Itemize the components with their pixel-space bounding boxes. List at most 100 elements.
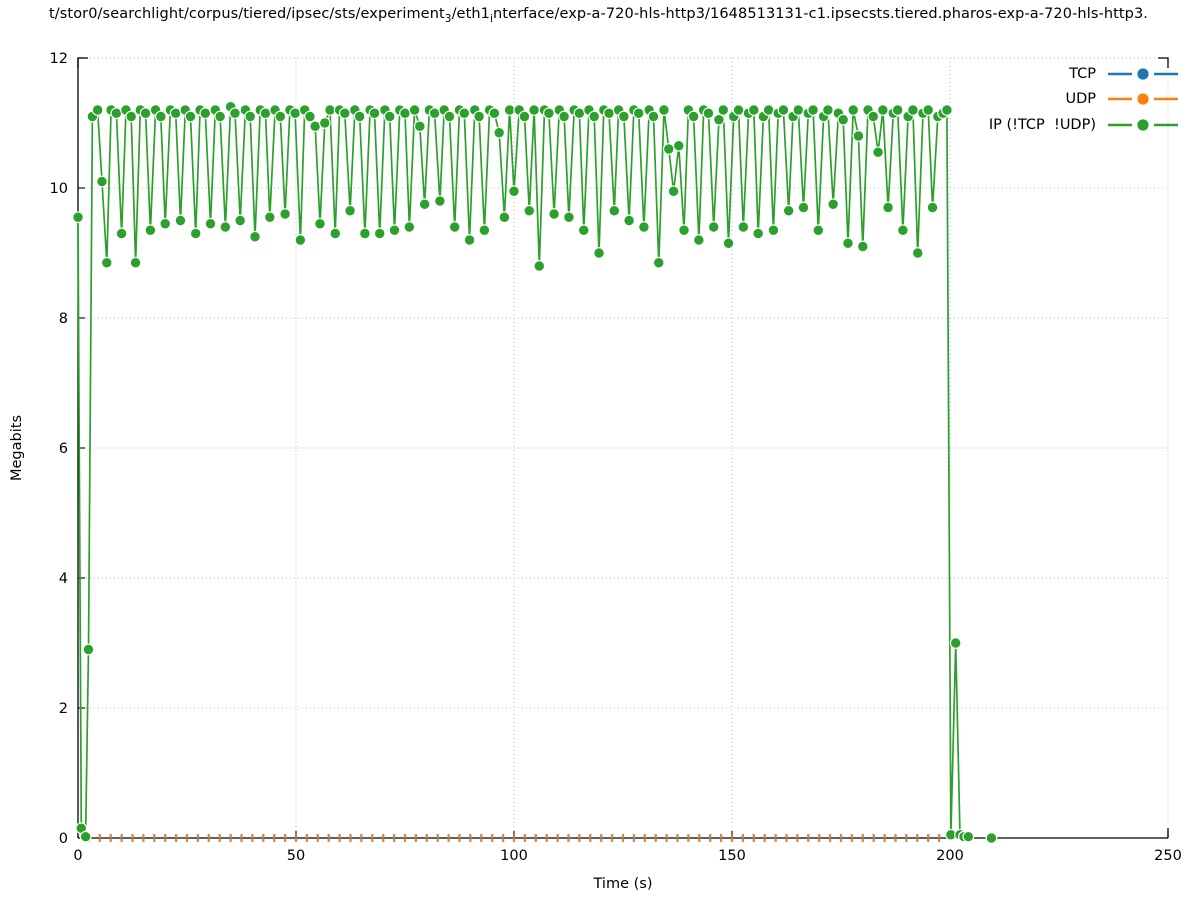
ip-data-point [548,208,561,220]
legend-item-tcp[interactable]: TCP [989,61,1178,87]
udp-point-marker [567,834,570,842]
ip-data-point [244,110,257,123]
ip-data-point [962,830,975,843]
x-tick-label: 150 [718,848,746,864]
ip-data-point [115,227,128,240]
ip-data-point [652,256,665,269]
ip-data-point [493,126,506,139]
udp-point-marker [523,834,526,842]
udp-point-marker [927,834,930,842]
udp-point-marker [578,834,581,842]
ip-data-point [603,107,615,120]
ip-data-point [856,240,869,253]
udp-point-marker [360,834,363,842]
udp-point-marker [654,834,657,842]
ip-data-point [219,221,232,233]
ip-data-point [458,107,471,120]
ip-data-point [263,211,276,224]
legend: TCP UDP IP (!TCP !UDP) [989,61,1178,138]
udp-point-marker [785,834,788,842]
udp-point-marker [447,834,450,842]
ip-data-point [523,204,536,217]
ip-data-point [184,110,197,123]
ip-data-point [338,107,351,120]
ip-data-point [678,224,690,237]
ip-data-point [638,221,650,233]
udp-point-marker [164,834,167,842]
ip-data-point [199,107,212,120]
udp-point-marker [698,834,701,842]
ip-data-point [498,211,511,224]
ip-data-point [304,110,316,123]
ip-data-point [752,227,765,240]
ip-data-point [867,110,880,123]
ip-data-point [891,104,904,116]
x-tick-label: 0 [73,848,82,864]
udp-point-marker [185,834,189,842]
ip-data-point [563,211,575,224]
udp-point-marker [807,834,810,842]
ip-data-point [872,146,884,159]
udp-point-marker [545,834,548,842]
ip-data-point [189,227,202,240]
legend-label: TCP [1069,65,1096,82]
ip-data-point [822,104,834,116]
ip-data-point [318,117,331,129]
legend-marker-icon [1108,68,1178,80]
legend-item-ip-tcp-udp[interactable]: IP (!TCP !UDP) [989,112,1178,138]
udp-point-marker [796,834,799,842]
ip-data-point [518,110,531,123]
udp-point-marker [818,834,821,842]
y-tick-label: 2 [59,701,68,717]
ip-data-point [632,107,645,120]
udp-point-marker [861,834,864,842]
ip-data-point [344,204,356,217]
ip-data-point [473,110,486,123]
y-tick-label: 4 [59,571,68,587]
x-axis-label: Time (s) [593,876,653,892]
ip-data-point [577,224,590,237]
udp-point-marker [720,834,723,842]
ip-data-point [82,643,95,656]
chart-title: t/stor0/searchlight/corpus/tiered/ipsec/… [49,6,1148,25]
udp-point-marker [883,834,886,842]
ip-data-point [408,104,421,116]
udp-point-marker [458,834,461,842]
ip-data-point [358,227,371,240]
udp-point-marker [894,834,897,842]
udp-point-marker [196,834,199,842]
ip-data-point [737,221,750,233]
udp-point-marker [469,834,472,842]
ip-data-point [876,104,889,116]
ip-data-point [713,113,725,126]
ip-data-point [433,195,446,207]
ip-data-point [949,637,962,649]
ip-data-point [672,139,685,152]
ip-data-point [847,104,860,116]
y-tick-label: 0 [59,831,68,847]
title-subscript: i [489,13,494,25]
udp-point-marker [251,834,254,842]
udp-point-marker [120,834,123,842]
ip-data-point [96,175,108,188]
legend-label: UDP [1065,91,1096,108]
udp-point-marker [273,834,276,842]
title-subscript: 3 [444,13,452,25]
udp-point-marker [632,834,635,842]
ip-data-point [443,110,456,123]
legend-label: IP (!TCP !UDP) [988,116,1096,133]
legend-item-udp[interactable]: UDP [989,87,1178,113]
ip-data-point [79,830,92,843]
udp-point-marker [905,834,908,842]
ip-data-point [373,227,386,240]
udp-point-marker [218,834,221,842]
x-tick-label: 50 [287,848,305,864]
udp-point-marker [534,834,537,842]
ip-series-line [77,105,969,838]
udp-point-marker [916,834,919,842]
x-tick-label: 200 [936,848,964,864]
ip-data-point [692,234,705,246]
udp-point-marker [240,834,243,842]
udp-point-marker [829,834,832,842]
udp-point-marker [502,834,505,842]
